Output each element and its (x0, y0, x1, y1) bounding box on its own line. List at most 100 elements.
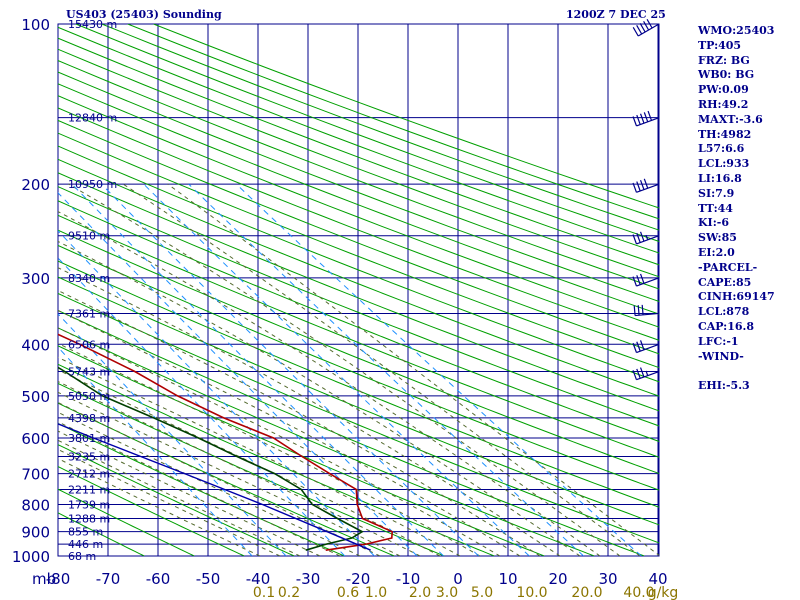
dry-adiabat-line (58, 60, 659, 290)
moist-adiabat-line (68, 183, 621, 556)
index-item: TP:405 (698, 38, 742, 52)
wind-barb-feather (646, 19, 653, 29)
index-item: SW:85 (698, 231, 737, 245)
dry-adiabat-line (58, 465, 245, 556)
wind-barb-feather (639, 23, 646, 33)
dry-adiabat-line (58, 132, 659, 369)
moist-adiabat-line (58, 327, 501, 556)
pressure-unit-label: mb (32, 570, 56, 588)
mixing-ratio-line (188, 183, 584, 556)
height-label: 5050 m (68, 390, 110, 403)
index-item: CAPE:85 (698, 275, 752, 289)
temperature-tick-label: 30 (598, 570, 617, 588)
index-item: LI:16.8 (698, 171, 742, 185)
wind-barb-feather (636, 232, 641, 243)
index-item: FRZ: BG (698, 53, 750, 67)
wind-barb-feather (636, 275, 641, 285)
dry-adiabat-line (58, 512, 145, 556)
dry-adiabat-line (58, 345, 545, 556)
wind-barb-feather (639, 231, 645, 242)
moist-adiabat-line (58, 240, 581, 556)
mixing-ratio-line (58, 346, 253, 556)
wind-barb (633, 304, 660, 317)
dry-adiabat-line (58, 186, 659, 427)
index-item: LCL:878 (698, 305, 750, 319)
moist-adiabat-line (58, 421, 341, 556)
index-item: LFC:-1 (698, 334, 739, 348)
wind-barb-feather (647, 110, 653, 121)
wind-barb-feather (632, 342, 638, 353)
dry-adiabat-line (101, 24, 659, 231)
dewpoint-trace (58, 366, 364, 551)
mixing-ratio-label: g/kg (648, 585, 679, 600)
temperature-tick-label: -10 (396, 570, 421, 588)
dry-adiabat-line (58, 158, 659, 397)
dry-adiabat-line (58, 382, 445, 556)
mixing-ratio-line (58, 313, 287, 556)
wind-barb (632, 367, 660, 381)
mixing-ratio-line (71, 183, 444, 556)
height-label: 6506 m (68, 338, 110, 351)
mixing-ratio-line (58, 192, 418, 556)
height-label: 68 m (68, 550, 96, 563)
moist-adiabat-line (58, 391, 401, 556)
temperature-tick-label: -60 (146, 570, 171, 588)
height-label: 1739 m (68, 498, 110, 511)
wind-barb (632, 340, 660, 354)
height-label: 9510 m (68, 230, 110, 243)
mixing-ratio-label: 0.1 (253, 585, 275, 600)
mixing-ratio-line (101, 183, 479, 556)
dry-adiabat-line (58, 26, 659, 254)
wind-barb-half-feather (645, 370, 649, 376)
index-item: CAP:16.8 (698, 319, 755, 333)
wind-barb-feather (643, 178, 649, 189)
wind-barb-feather (632, 27, 639, 37)
pressure-tick-label: 400 (21, 336, 50, 354)
wind-barb-feather (643, 112, 649, 122)
index-item: CINH:69147 (698, 290, 775, 304)
mixing-ratio-labels: 0.1 0.2 0.6 1.0 2.0 3.0 5.0 10.0 20.0 40.0g/kg (253, 585, 678, 600)
index-item: LCL:933 (698, 157, 750, 171)
pressure-tick-label: 700 (21, 466, 50, 484)
index-item: EHI:-5.3 (698, 379, 750, 393)
wind-barbs (632, 19, 660, 381)
dry-adiabat-line (58, 83, 659, 315)
dry-adiabat-line (58, 145, 659, 383)
wind-barb-feather (643, 21, 650, 31)
index-item: TH:4982 (698, 127, 752, 141)
stability-indices-panel: WMO:25403 TP:405 FRZ: BG WB0: BG PW:0.09 RH:4… (698, 24, 775, 394)
pressure-tick-label: 900 (21, 524, 50, 542)
pressure-tick-label: 500 (21, 388, 50, 406)
moist-adiabat-line (58, 411, 361, 556)
dry-adiabat-line (58, 71, 659, 302)
index-item: RH:49.2 (698, 97, 749, 111)
dry-adiabat-line (58, 200, 659, 442)
dry-adiabat-line (58, 292, 659, 544)
wind-barb-feather (639, 273, 645, 284)
mixing-ratio-line (58, 257, 346, 556)
wind-barb-feather (632, 116, 638, 127)
temperature-tick-label: -50 (196, 570, 221, 588)
dry-adiabat-line (58, 107, 659, 341)
index-item: WMO:25403 (698, 24, 775, 37)
temperature-tick-label: 0 (453, 570, 463, 588)
height-label: 5743 m (68, 366, 110, 379)
grid (57, 23, 660, 557)
moist-adiabat-line (58, 401, 381, 556)
height-labels: 15430 m 12840 m 10950 m 9510 m 8340 m 7361 m 6… (68, 18, 117, 563)
wind-barb (632, 19, 660, 37)
height-label: 10950 m (68, 178, 117, 191)
temperature-tick-label: 20 (548, 570, 567, 588)
height-label: 3235 m (68, 450, 110, 463)
wind-barb-feather (632, 276, 638, 287)
mixing-ratio-label: 40.0 (623, 585, 654, 600)
dry-adiabat-line (75, 24, 659, 242)
height-label: 8340 m (68, 272, 110, 285)
temperature-tick-labels: -80 -70 -60 -50 -40 -30 -20 -10 0 10 20 30 40 (46, 570, 668, 588)
dry-adiabat-line (58, 444, 295, 556)
temperature-tick-label: 40 (648, 570, 667, 588)
wind-barb-feather (636, 114, 641, 125)
mixing-ratio-label: 0.2 (278, 585, 300, 600)
temperature-tick-label: 10 (498, 570, 517, 588)
dry-adiabat-line (58, 260, 659, 508)
